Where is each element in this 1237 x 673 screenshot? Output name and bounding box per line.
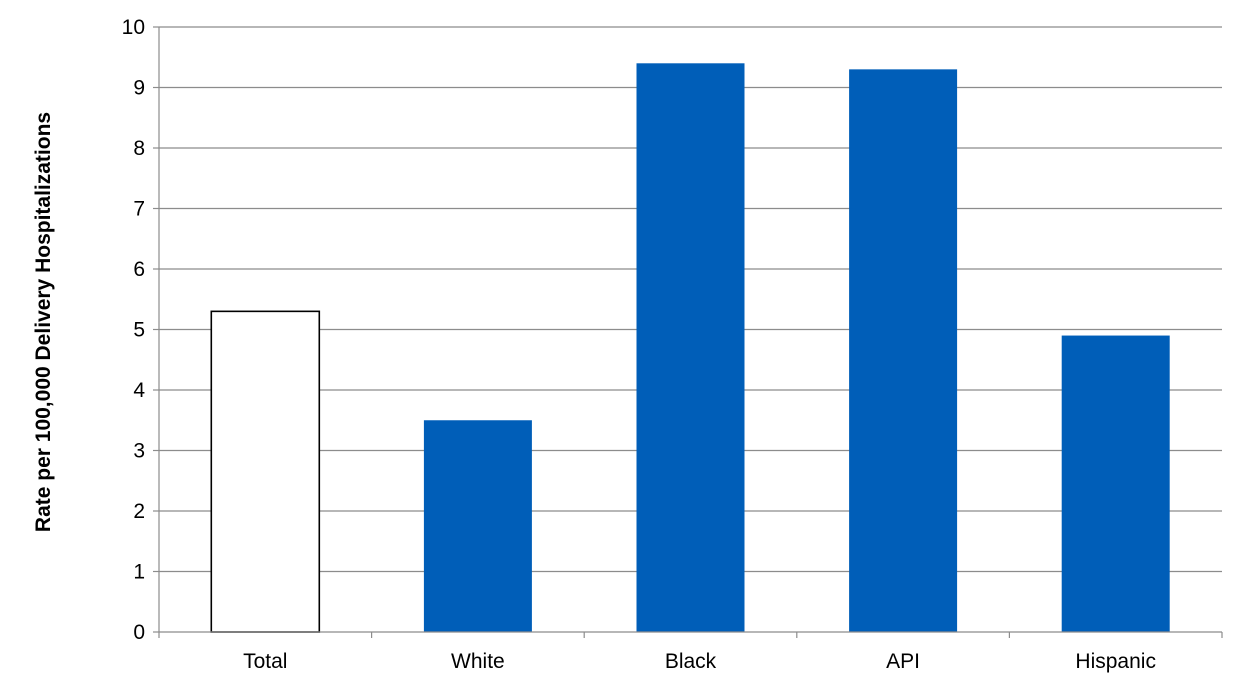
y-tick-label: 10 xyxy=(122,16,145,39)
y-tick-label: 6 xyxy=(133,258,145,281)
bar-api xyxy=(849,69,958,633)
bar-white xyxy=(423,420,532,632)
x-tick-labels: Total White Black API Hispanic xyxy=(243,650,1156,673)
axes xyxy=(153,26,1223,638)
y-tick-label: 0 xyxy=(133,621,145,644)
y-tick-label: 2 xyxy=(133,500,145,523)
bars xyxy=(210,63,1170,633)
y-tick-label: 8 xyxy=(133,137,145,160)
bar-total xyxy=(210,310,321,633)
bar-hispanic xyxy=(1061,335,1170,632)
y-tick-label: 4 xyxy=(133,379,145,402)
y-tick-labels: 0 1 2 3 4 5 6 7 8 9 10 xyxy=(122,16,146,644)
x-tick-label: White xyxy=(451,650,505,673)
y-tick-label: 5 xyxy=(133,319,145,342)
y-tick-label: 9 xyxy=(133,77,145,100)
y-tick-label: 7 xyxy=(133,198,145,221)
x-tick-label: API xyxy=(886,650,920,673)
bar-black xyxy=(636,63,745,633)
y-tick-label: 1 xyxy=(133,561,145,584)
x-tick-label: Total xyxy=(243,650,287,673)
x-tick-label: Black xyxy=(665,650,717,673)
y-tick-label: 3 xyxy=(133,440,145,463)
y-axis-title: Rate per 100,000 Delivery Hospitalizatio… xyxy=(32,112,55,532)
x-tick-label: Hispanic xyxy=(1075,650,1156,673)
